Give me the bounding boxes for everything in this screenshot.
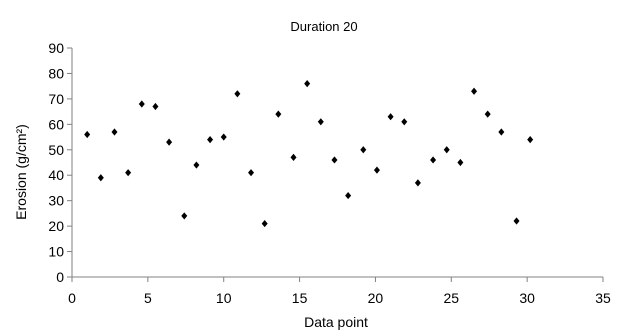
diamond-point bbox=[97, 174, 104, 182]
diamond-point bbox=[207, 136, 214, 144]
chart-title: Duration 20 bbox=[290, 19, 357, 34]
diamond-point bbox=[443, 146, 450, 154]
diamond-point bbox=[414, 179, 421, 187]
diamond-point bbox=[193, 161, 200, 169]
y-tick-label: 0 bbox=[56, 269, 64, 285]
x-tick-label: 25 bbox=[443, 290, 459, 306]
diamond-point bbox=[181, 212, 188, 220]
diamond-point bbox=[457, 158, 464, 167]
diamond-point bbox=[138, 100, 145, 108]
diamond-point bbox=[430, 156, 437, 164]
x-tick-label: 20 bbox=[368, 290, 384, 306]
y-tick-label: 60 bbox=[48, 116, 64, 132]
y-axis-ticks: 0 10 20 30 40 50 60 70 80 90 bbox=[48, 40, 72, 285]
diamond-point bbox=[275, 110, 282, 118]
y-tick-label: 10 bbox=[48, 244, 64, 260]
diamond-point bbox=[125, 169, 132, 177]
data-points bbox=[84, 80, 534, 228]
diamond-point bbox=[317, 118, 324, 126]
diamond-point bbox=[373, 166, 380, 174]
diamond-point bbox=[248, 169, 255, 177]
x-tick-label: 35 bbox=[595, 290, 611, 306]
y-tick-label: 90 bbox=[48, 40, 64, 56]
diamond-point bbox=[220, 133, 227, 141]
diamond-point bbox=[360, 146, 367, 154]
x-tick-label: 15 bbox=[292, 290, 308, 306]
y-tick-label: 20 bbox=[48, 218, 64, 234]
diamond-point bbox=[387, 113, 394, 121]
diamond-point bbox=[345, 191, 352, 200]
diamond-point bbox=[234, 90, 241, 98]
diamond-point bbox=[484, 110, 491, 118]
y-tick-label: 40 bbox=[48, 167, 64, 183]
diamond-point bbox=[401, 118, 408, 126]
y-tick-label: 30 bbox=[48, 193, 64, 209]
x-tick-label: 0 bbox=[68, 290, 76, 306]
y-tick-label: 70 bbox=[48, 91, 64, 107]
x-tick-label: 5 bbox=[144, 290, 152, 306]
diamond-point bbox=[527, 136, 534, 144]
x-tick-label: 10 bbox=[216, 290, 232, 306]
diamond-point bbox=[261, 219, 268, 228]
diamond-point bbox=[84, 130, 91, 139]
x-tick-label: 30 bbox=[519, 290, 535, 306]
diamond-point bbox=[166, 138, 173, 146]
x-axis-label: Data point bbox=[304, 314, 368, 330]
diamond-point bbox=[290, 153, 297, 162]
diamond-point bbox=[111, 128, 118, 136]
diamond-point bbox=[513, 217, 520, 225]
y-tick-label: 50 bbox=[48, 142, 64, 158]
diamond-point bbox=[331, 156, 338, 164]
diamond-point bbox=[498, 128, 505, 136]
y-tick-label: 80 bbox=[48, 65, 64, 81]
diamond-point bbox=[152, 102, 159, 111]
diamond-point bbox=[304, 80, 311, 88]
diamond-point bbox=[471, 87, 478, 95]
y-axis-label: Erosion (g/cm²) bbox=[13, 124, 29, 220]
x-axis-ticks: 0 5 10 15 20 25 30 35 bbox=[68, 277, 611, 306]
